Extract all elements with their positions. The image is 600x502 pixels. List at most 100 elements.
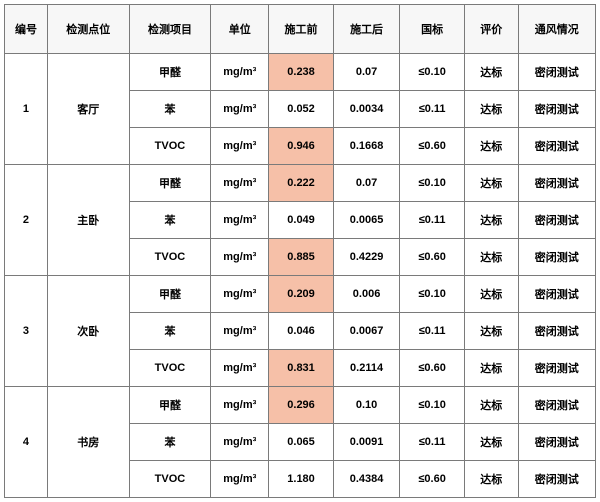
cell-before: 0.209 bbox=[269, 276, 333, 313]
cell-after: 0.4384 bbox=[333, 461, 400, 498]
cell-after: 0.1668 bbox=[333, 128, 400, 165]
cell-after: 0.10 bbox=[333, 387, 400, 424]
col-unit: 单位 bbox=[211, 5, 269, 54]
col-after: 施工后 bbox=[333, 5, 400, 54]
cell-before: 0.946 bbox=[269, 128, 333, 165]
cell-standard: ≤0.10 bbox=[400, 276, 464, 313]
cell-unit: mg/m³ bbox=[211, 387, 269, 424]
col-item: 检测项目 bbox=[129, 5, 211, 54]
cell-unit: mg/m³ bbox=[211, 202, 269, 239]
table-row: 1客厅甲醛mg/m³0.2380.07≤0.10达标密闭测试 bbox=[5, 54, 596, 91]
cell-before: 0.238 bbox=[269, 54, 333, 91]
cell-eval: 达标 bbox=[464, 424, 518, 461]
cell-item: 苯 bbox=[129, 424, 211, 461]
cell-item: 甲醛 bbox=[129, 276, 211, 313]
cell-item: 甲醛 bbox=[129, 54, 211, 91]
cell-location: 主卧 bbox=[47, 165, 129, 276]
cell-before: 1.180 bbox=[269, 461, 333, 498]
cell-vent: 密闭测试 bbox=[518, 276, 595, 313]
cell-unit: mg/m³ bbox=[211, 239, 269, 276]
cell-eval: 达标 bbox=[464, 276, 518, 313]
cell-eval: 达标 bbox=[464, 128, 518, 165]
cell-unit: mg/m³ bbox=[211, 128, 269, 165]
cell-item: TVOC bbox=[129, 350, 211, 387]
col-eval: 评价 bbox=[464, 5, 518, 54]
cell-unit: mg/m³ bbox=[211, 276, 269, 313]
cell-item: 甲醛 bbox=[129, 387, 211, 424]
cell-before: 0.222 bbox=[269, 165, 333, 202]
cell-eval: 达标 bbox=[464, 461, 518, 498]
cell-item: 甲醛 bbox=[129, 165, 211, 202]
cell-after: 0.07 bbox=[333, 54, 400, 91]
cell-id: 1 bbox=[5, 54, 48, 165]
cell-standard: ≤0.10 bbox=[400, 54, 464, 91]
cell-id: 4 bbox=[5, 387, 48, 498]
cell-id: 3 bbox=[5, 276, 48, 387]
cell-item: 苯 bbox=[129, 313, 211, 350]
cell-unit: mg/m³ bbox=[211, 313, 269, 350]
cell-eval: 达标 bbox=[464, 54, 518, 91]
header-row: 编号 检测点位 检测项目 单位 施工前 施工后 国标 评价 通风情况 bbox=[5, 5, 596, 54]
cell-unit: mg/m³ bbox=[211, 91, 269, 128]
cell-unit: mg/m³ bbox=[211, 165, 269, 202]
cell-before: 0.049 bbox=[269, 202, 333, 239]
cell-eval: 达标 bbox=[464, 202, 518, 239]
cell-vent: 密闭测试 bbox=[518, 387, 595, 424]
cell-standard: ≤0.10 bbox=[400, 165, 464, 202]
cell-before: 0.065 bbox=[269, 424, 333, 461]
table-row: 3次卧甲醛mg/m³0.2090.006≤0.10达标密闭测试 bbox=[5, 276, 596, 313]
cell-after: 0.0091 bbox=[333, 424, 400, 461]
table-row: 2主卧甲醛mg/m³0.2220.07≤0.10达标密闭测试 bbox=[5, 165, 596, 202]
cell-vent: 密闭测试 bbox=[518, 239, 595, 276]
cell-item: 苯 bbox=[129, 202, 211, 239]
cell-eval: 达标 bbox=[464, 350, 518, 387]
cell-after: 0.006 bbox=[333, 276, 400, 313]
cell-id: 2 bbox=[5, 165, 48, 276]
table-row: 4书房甲醛mg/m³0.2960.10≤0.10达标密闭测试 bbox=[5, 387, 596, 424]
cell-before: 0.296 bbox=[269, 387, 333, 424]
cell-unit: mg/m³ bbox=[211, 461, 269, 498]
cell-item: TVOC bbox=[129, 128, 211, 165]
col-before: 施工前 bbox=[269, 5, 333, 54]
cell-vent: 密闭测试 bbox=[518, 165, 595, 202]
cell-after: 0.4229 bbox=[333, 239, 400, 276]
cell-eval: 达标 bbox=[464, 313, 518, 350]
cell-standard: ≤0.60 bbox=[400, 239, 464, 276]
cell-eval: 达标 bbox=[464, 91, 518, 128]
cell-standard: ≤0.11 bbox=[400, 91, 464, 128]
cell-location: 客厅 bbox=[47, 54, 129, 165]
cell-after: 0.07 bbox=[333, 165, 400, 202]
cell-location: 次卧 bbox=[47, 276, 129, 387]
cell-standard: ≤0.11 bbox=[400, 202, 464, 239]
cell-eval: 达标 bbox=[464, 239, 518, 276]
cell-after: 0.0067 bbox=[333, 313, 400, 350]
cell-vent: 密闭测试 bbox=[518, 350, 595, 387]
cell-item: TVOC bbox=[129, 239, 211, 276]
cell-standard: ≤0.10 bbox=[400, 387, 464, 424]
cell-before: 0.046 bbox=[269, 313, 333, 350]
cell-unit: mg/m³ bbox=[211, 54, 269, 91]
cell-unit: mg/m³ bbox=[211, 424, 269, 461]
cell-after: 0.2114 bbox=[333, 350, 400, 387]
cell-vent: 密闭测试 bbox=[518, 91, 595, 128]
cell-standard: ≤0.11 bbox=[400, 313, 464, 350]
cell-vent: 密闭测试 bbox=[518, 202, 595, 239]
cell-standard: ≤0.60 bbox=[400, 128, 464, 165]
cell-vent: 密闭测试 bbox=[518, 461, 595, 498]
cell-after: 0.0065 bbox=[333, 202, 400, 239]
table-body: 1客厅甲醛mg/m³0.2380.07≤0.10达标密闭测试苯mg/m³0.05… bbox=[5, 54, 596, 498]
cell-standard: ≤0.60 bbox=[400, 350, 464, 387]
cell-eval: 达标 bbox=[464, 165, 518, 202]
cell-before: 0.052 bbox=[269, 91, 333, 128]
inspection-table: 编号 检测点位 检测项目 单位 施工前 施工后 国标 评价 通风情况 1客厅甲醛… bbox=[4, 4, 596, 498]
cell-standard: ≤0.60 bbox=[400, 461, 464, 498]
col-standard: 国标 bbox=[400, 5, 464, 54]
cell-before: 0.885 bbox=[269, 239, 333, 276]
cell-location: 书房 bbox=[47, 387, 129, 498]
cell-standard: ≤0.11 bbox=[400, 424, 464, 461]
col-id: 编号 bbox=[5, 5, 48, 54]
cell-eval: 达标 bbox=[464, 387, 518, 424]
cell-item: 苯 bbox=[129, 91, 211, 128]
col-vent: 通风情况 bbox=[518, 5, 595, 54]
cell-vent: 密闭测试 bbox=[518, 424, 595, 461]
